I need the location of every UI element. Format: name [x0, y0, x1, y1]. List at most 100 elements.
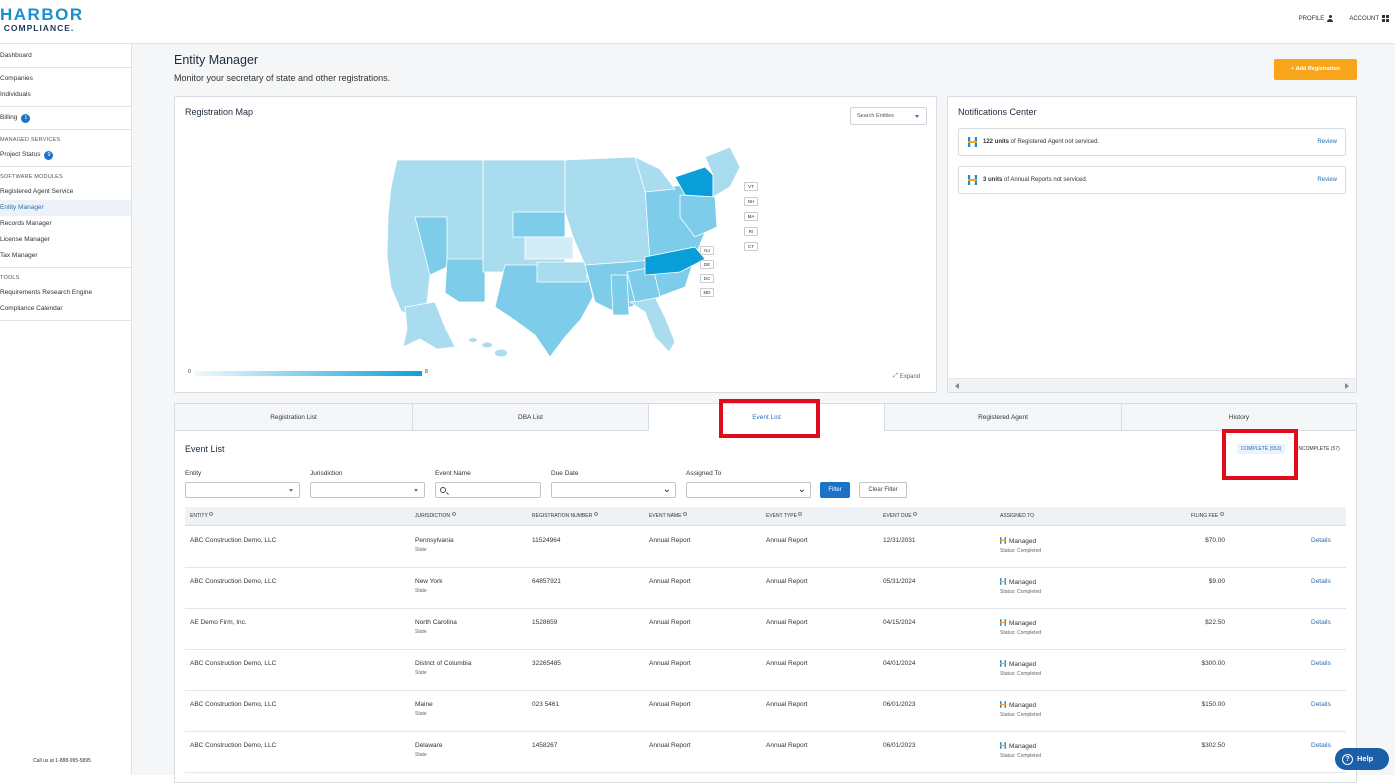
cell-value: New York	[415, 578, 443, 585]
cell-event-type: Annual Report	[766, 537, 808, 544]
notifications-title: Notifications Center	[958, 107, 1037, 117]
registration-map-card: Registration Map Search Entities	[174, 96, 937, 393]
scroll-right-icon[interactable]	[1345, 383, 1349, 389]
sidebar-item-compliance-calendar[interactable]: Compliance Calendar	[0, 301, 131, 317]
state-region-nebraska	[512, 211, 566, 238]
sidebar-item-records-manager[interactable]: Records Manager	[0, 216, 131, 232]
sidebar-heading-software-modules: SOFTWARE MODULES	[0, 174, 63, 180]
cell-reg: 023 5461	[532, 701, 559, 708]
state-tag-md[interactable]: MD	[700, 288, 714, 297]
cell-value: Annual Report	[649, 742, 691, 749]
chevron-down-icon: ⌄	[662, 484, 671, 495]
details-link[interactable]: Details	[1311, 660, 1331, 667]
sidebar-item-license-manager[interactable]: License Manager	[0, 232, 131, 248]
state-tag-nj[interactable]: NJ	[700, 246, 714, 255]
filter-button[interactable]: Filter	[820, 482, 850, 498]
tab-registered-agent[interactable]: Registered Agent	[885, 404, 1122, 431]
column-header-jurisdiction[interactable]: JURISDICTION	[415, 507, 456, 526]
harbor-h-icon	[968, 175, 977, 185]
top-nav: PROFILE ACCOUNT	[1299, 15, 1389, 22]
state-tag-dc[interactable]: DC	[700, 274, 714, 283]
sidebar-item-label: Companies	[0, 75, 33, 82]
clear-filter-button[interactable]: Clear Filter	[859, 482, 907, 498]
cell-entity: AE Demo Firm, Inc.	[190, 619, 247, 626]
tab-registration-list[interactable]: Registration List	[175, 404, 413, 431]
sidebar-item-companies[interactable]: Companies	[0, 71, 131, 87]
due-date-filter-label: Due Date	[551, 470, 579, 477]
table-row: ABC Construction Demo, LLC Delaware State 1…	[185, 732, 1346, 773]
notification-item: 3 units of Annual Reports not serviced. …	[958, 166, 1346, 194]
state-tag-ct[interactable]: CT	[744, 242, 758, 251]
complete-toggle[interactable]: COMPLETE (553)	[1237, 444, 1285, 454]
assigned-to-filter-select[interactable]: ⌄	[686, 482, 811, 498]
review-link[interactable]: Review	[1317, 177, 1337, 183]
cell-filing-fee: $300.00	[1175, 660, 1226, 667]
cell-assigned-to: Managed Status: Completed	[1000, 537, 1041, 554]
sort-icon	[451, 512, 456, 516]
expand-map-button[interactable]: ⤢ Expand	[893, 373, 920, 380]
cell-reg: 64857921	[532, 578, 561, 585]
sidebar-item-tax-manager[interactable]: Tax Manager	[0, 248, 131, 264]
column-header-event-type[interactable]: EVENT TYPE	[766, 507, 803, 526]
cell-value: 12/31/2031	[883, 537, 916, 544]
search-entities-select[interactable]: Search Entities	[850, 107, 927, 125]
horizontal-scrollbar[interactable]	[948, 378, 1356, 392]
state-tag-ma[interactable]: MA	[744, 212, 758, 221]
event-name-search-input[interactable]	[435, 482, 541, 498]
state-tag-de[interactable]: DE	[700, 260, 714, 269]
tab-dba-list[interactable]: DBA List	[413, 404, 649, 431]
table-row: AE Demo Firm, Inc. North Carolina State 152…	[185, 609, 1346, 650]
profile-link[interactable]: PROFILE	[1299, 15, 1334, 22]
notification-count: 3 units	[983, 177, 1003, 183]
entity-filter-label: Entity	[185, 470, 202, 477]
state-region-new-england	[704, 146, 741, 198]
cell-entity: ABC Construction Demo, LLC	[190, 701, 276, 708]
state-tag-vt[interactable]: VT	[744, 182, 758, 191]
details-link[interactable]: Details	[1311, 537, 1331, 544]
entity-filter-select[interactable]	[185, 482, 300, 498]
scroll-left-icon[interactable]	[955, 383, 959, 389]
us-map[interactable]	[175, 97, 938, 394]
tab-event-list[interactable]: Event List	[649, 404, 885, 431]
incomplete-toggle[interactable]: INCOMPLETE (57)	[1297, 446, 1340, 452]
sidebar-item-dashboard[interactable]: Dashboard	[0, 48, 131, 64]
sidebar-item-registered-agent-service[interactable]: Registered Agent Service	[0, 184, 131, 200]
help-button[interactable]: ? Help	[1335, 748, 1389, 770]
details-link[interactable]: Details	[1311, 578, 1331, 585]
harbor-logo[interactable]: HARBOR COMPLIANCE.	[0, 6, 82, 33]
due-date-filter-select[interactable]: ⌄	[551, 482, 676, 498]
notification-item: 122 units of Registered Agent not servic…	[958, 128, 1346, 156]
column-header-registration-number[interactable]: REGISTRATION NUMBER	[532, 507, 598, 526]
state-tag-nh[interactable]: NH	[744, 197, 758, 206]
tab-history[interactable]: History	[1122, 404, 1356, 431]
cell-due: 04/15/2024	[883, 619, 916, 626]
column-header-event-name[interactable]: EVENT NAME	[649, 507, 687, 526]
details-link[interactable]: Details	[1311, 619, 1331, 626]
cell-value: 1528659	[532, 619, 558, 626]
sidebar-item-billing[interactable]: Billing 1	[0, 110, 131, 126]
column-header-filing-fee[interactable]: FILING FEE	[1191, 507, 1224, 526]
caret-down-icon	[915, 115, 919, 118]
add-registration-button[interactable]: + Add Registration	[1274, 59, 1357, 80]
details-link[interactable]: Details	[1311, 701, 1331, 708]
sidebar-item-requirements-research-engine[interactable]: Requirements Research Engine	[0, 285, 131, 301]
state-tag-ri[interactable]: RI	[744, 227, 758, 236]
review-link[interactable]: Review	[1317, 139, 1337, 145]
assigned-status: Status: Completed	[1000, 671, 1042, 677]
details-link[interactable]: Details	[1311, 742, 1331, 749]
column-header-label: EVENT TYPE	[766, 513, 797, 519]
sidebar-item-label: Dashboard	[0, 52, 32, 59]
column-header-entity[interactable]: ENTITY	[190, 507, 214, 526]
sort-icon	[798, 512, 803, 516]
account-link[interactable]: ACCOUNT	[1349, 15, 1389, 22]
column-header-event-due[interactable]: EVENT DUE	[883, 507, 918, 526]
event-name-filter-label: Event Name	[435, 470, 471, 477]
sidebar-item-project-status[interactable]: Project Status 9	[0, 147, 131, 163]
sidebar-item-individuals[interactable]: Individuals	[0, 87, 131, 103]
assigned-status: Status: Completed	[1000, 712, 1042, 718]
jurisdiction-filter-select[interactable]	[310, 482, 425, 498]
sidebar-item-entity-manager[interactable]: Entity Manager	[0, 200, 131, 216]
cell-value: 1458267	[532, 742, 558, 749]
registration-map-title: Registration Map	[185, 107, 254, 117]
cell-event-type: Annual Report	[766, 660, 808, 667]
